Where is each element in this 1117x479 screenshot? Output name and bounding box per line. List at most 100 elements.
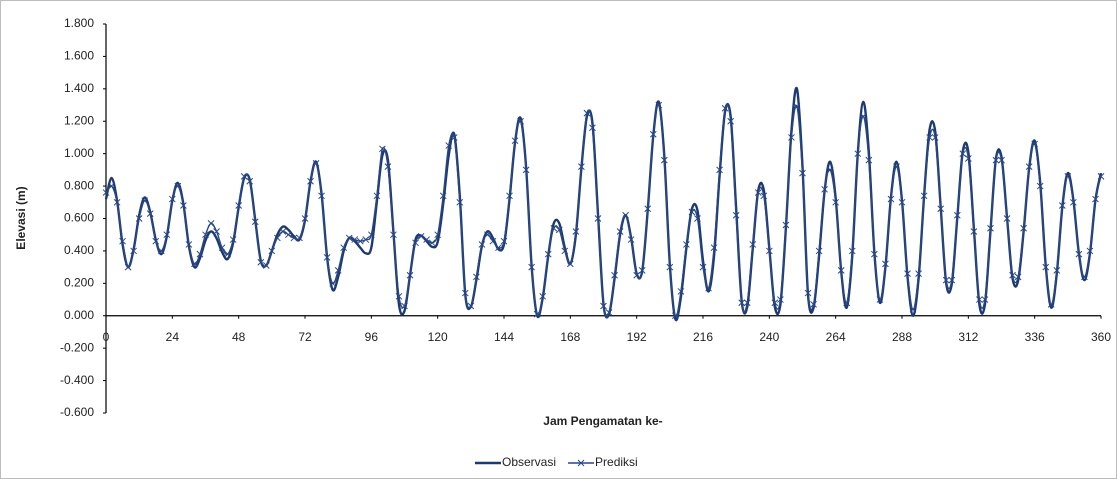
point-marker	[522, 166, 530, 174]
point-marker	[489, 237, 497, 245]
point-marker	[130, 247, 137, 255]
point-marker	[887, 195, 895, 203]
point-marker	[478, 241, 486, 248]
y-tick-label: 1.600	[64, 49, 94, 63]
point-marker	[262, 262, 270, 269]
point-marker	[688, 208, 696, 216]
point-marker	[810, 301, 817, 308]
point-marker	[146, 210, 154, 217]
point-marker	[1020, 224, 1027, 232]
point-marker	[533, 310, 541, 318]
point-marker	[804, 289, 812, 297]
y-tick-label: 1.200	[64, 113, 94, 127]
point-marker	[931, 134, 939, 141]
point-marker	[473, 273, 480, 281]
y-tick-label: -0.200	[60, 340, 94, 354]
point-marker	[649, 130, 657, 138]
point-marker	[517, 117, 524, 125]
point-marker	[1092, 195, 1099, 203]
point-marker	[235, 202, 243, 209]
point-marker	[788, 134, 795, 141]
point-marker	[395, 292, 403, 300]
point-marker	[732, 211, 740, 219]
point-marker	[826, 166, 834, 174]
point-marker	[1097, 173, 1105, 180]
x-tick-label: 72	[298, 330, 312, 344]
point-marker	[555, 226, 563, 234]
point-marker	[616, 228, 624, 235]
point-marker	[1086, 247, 1094, 255]
point-marker	[439, 192, 447, 200]
point-marker	[434, 231, 442, 239]
point-marker	[279, 228, 287, 235]
point-marker	[782, 221, 790, 229]
legend: Observasi Prediksi	[475, 455, 638, 469]
point-marker	[970, 228, 978, 235]
point-marker	[793, 103, 801, 111]
point-marker	[743, 299, 751, 307]
point-marker	[699, 263, 707, 271]
point-marker	[246, 177, 254, 185]
point-marker	[876, 296, 884, 303]
point-marker	[312, 160, 320, 167]
point-marker	[998, 156, 1005, 164]
point-marker	[224, 250, 231, 258]
series-line	[105, 103, 1102, 318]
point-marker	[191, 260, 198, 268]
point-marker	[660, 156, 668, 164]
point-marker	[622, 211, 629, 219]
point-marker	[644, 205, 652, 213]
point-marker	[777, 296, 784, 303]
point-marker	[589, 124, 596, 132]
point-marker	[152, 237, 160, 245]
y-tick-label: 1.000	[64, 146, 94, 160]
point-marker	[506, 192, 513, 200]
point-marker	[1025, 163, 1033, 170]
y-tick-label: 0.600	[64, 211, 94, 225]
x-tick-label: 360	[1091, 330, 1111, 344]
x-tick-label: 0	[103, 330, 110, 344]
point-marker	[799, 169, 806, 177]
point-marker	[1075, 250, 1083, 258]
point-marker	[1047, 301, 1055, 308]
y-tick-label: 0.800	[64, 178, 94, 192]
point-marker	[760, 192, 768, 200]
x-tick-label: 168	[560, 330, 580, 344]
x-tick-label: 144	[494, 330, 514, 344]
point-marker	[412, 239, 419, 247]
point-marker	[450, 134, 458, 141]
point-marker	[390, 231, 397, 239]
point-marker	[373, 192, 381, 200]
point-marker	[174, 182, 182, 190]
point-marker	[942, 276, 950, 284]
x-tick-label: 48	[232, 330, 246, 344]
y-tick-label: 0.000	[64, 308, 94, 322]
point-marker	[445, 142, 453, 149]
point-marker	[157, 247, 165, 255]
point-marker	[1036, 182, 1044, 190]
series-markers	[102, 101, 1105, 320]
point-marker	[423, 236, 430, 243]
point-marker	[1058, 202, 1066, 209]
point-marker	[1081, 273, 1088, 281]
point-marker	[832, 198, 840, 206]
y-tick-label: 1.800	[64, 16, 94, 30]
point-marker	[959, 150, 967, 158]
point-marker	[937, 205, 945, 213]
point-marker	[334, 267, 342, 274]
x-tick-label: 216	[693, 330, 713, 344]
point-marker	[672, 312, 679, 320]
point-marker	[566, 260, 574, 268]
y-tick-label: 0.400	[64, 243, 94, 257]
point-marker	[401, 302, 408, 310]
point-marker	[135, 215, 143, 222]
point-marker	[837, 267, 845, 274]
point-marker	[345, 234, 353, 242]
point-marker	[710, 244, 718, 252]
point-marker	[296, 234, 303, 242]
point-marker	[904, 270, 911, 277]
legend-label: Observasi	[502, 455, 556, 469]
point-marker	[627, 236, 635, 243]
point-marker	[428, 239, 436, 247]
point-marker	[362, 236, 370, 243]
